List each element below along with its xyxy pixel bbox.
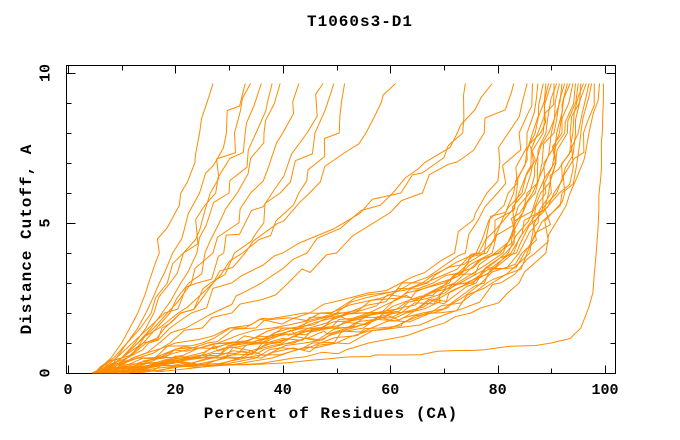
- model-curve: [94, 83, 346, 374]
- model-curve: [99, 83, 466, 374]
- x-tick-label: 20: [166, 382, 184, 399]
- model-curve: [92, 83, 558, 374]
- model-curve: [94, 83, 281, 374]
- model-curve: [97, 83, 246, 374]
- axis-frame: [66, 65, 616, 374]
- y-tick-label: 5: [38, 218, 55, 227]
- y-tick-label: 0: [38, 368, 55, 377]
- model-curve: [97, 83, 595, 374]
- model-curve: [94, 83, 493, 374]
- model-curve: [94, 83, 214, 374]
- model-curve: [94, 83, 262, 374]
- model-curve: [99, 83, 252, 374]
- model-curve: [97, 83, 552, 374]
- model-curve: [100, 83, 576, 374]
- series-lines: [91, 83, 604, 374]
- model-curve: [100, 83, 601, 374]
- model-curve: [97, 83, 300, 374]
- model-curve: [94, 83, 396, 374]
- model-curve: [94, 83, 560, 374]
- model-curve: [99, 83, 335, 374]
- x-axis-label: Percent of Residues (CA): [203, 405, 459, 423]
- model-curve: [102, 83, 273, 374]
- x-tick-label: 100: [591, 382, 618, 399]
- model-curve: [91, 83, 528, 374]
- model-curve: [94, 83, 604, 374]
- model-curve: [94, 83, 593, 374]
- model-curve: [100, 83, 515, 374]
- x-tick-label: 60: [381, 382, 399, 399]
- x-tick-label: 0: [63, 382, 72, 399]
- model-curve: [92, 83, 590, 374]
- x-tick-label: 80: [489, 382, 507, 399]
- model-curve: [94, 83, 324, 374]
- chart-title: T1060s3-D1: [306, 13, 413, 31]
- y-tick-label: 10: [38, 64, 55, 82]
- x-tick-label: 40: [274, 382, 292, 399]
- model-curve: [92, 83, 547, 374]
